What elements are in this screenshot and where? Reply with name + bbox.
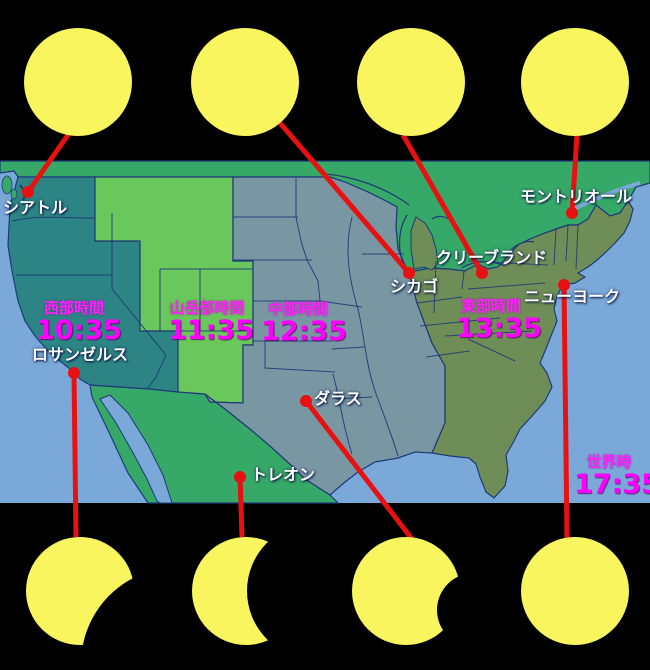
timezone-central: 中部時間 12:35	[261, 300, 347, 347]
line-montreal	[569, 134, 580, 214]
city-label-new-york: ニューヨーク	[524, 287, 621, 306]
timezone-eastern: 東部時間 13:35	[456, 297, 542, 344]
sun-disk	[352, 537, 460, 645]
sun-full-top-4-icon	[521, 28, 629, 136]
line-torreon	[237, 476, 245, 538]
dot-los-angeles	[68, 367, 80, 379]
dot-new-york	[558, 279, 570, 291]
sun-full-top-2-icon	[191, 28, 299, 136]
eclipse-notch-dallas-icon	[352, 537, 511, 647]
us-timezone-map	[0, 160, 650, 504]
st-lawrence-river	[569, 181, 641, 213]
line-new-york	[561, 284, 570, 539]
city-label-dallas: ダラス	[314, 389, 362, 408]
timezone-pacific-time: 10:35	[36, 314, 122, 346]
dot-dallas	[300, 395, 312, 407]
connector-lines	[25, 121, 580, 541]
sun-disks	[24, 28, 629, 670]
city-label-los-angeles: ロサンゼルス	[32, 345, 129, 364]
city-label-torreon: トレオン	[251, 465, 316, 484]
moon-occulter	[247, 523, 383, 659]
central-zone	[204, 176, 446, 496]
eclipse-crescent-torreon-icon	[192, 523, 383, 659]
timezone-universal-name: 世界時	[586, 453, 632, 471]
city-label-cleveland: クリーブランド	[436, 248, 548, 267]
line-chicago	[278, 121, 411, 275]
timezone-universal: 世界時 17:35	[574, 453, 650, 500]
dot-torreon	[234, 471, 246, 483]
city-dots	[22, 186, 578, 483]
dot-montreal	[566, 207, 578, 219]
line-los-angeles	[71, 372, 79, 538]
timezone-universal-time: 17:35	[574, 468, 650, 500]
timezone-mountain-name: 山岳部時間	[169, 299, 245, 317]
sun-full-top-1-icon	[24, 28, 132, 136]
timezone-mountain: 山岳部時間 11:35	[168, 299, 254, 346]
timezone-eastern-time: 13:35	[456, 312, 542, 344]
moon-occulter	[437, 573, 511, 647]
city-label-chicago: シカゴ	[390, 277, 439, 296]
vancouver-island	[1, 175, 13, 195]
line-seattle	[25, 130, 73, 194]
timezone-central-time: 12:35	[261, 315, 347, 347]
dot-chicago	[403, 267, 415, 279]
sun-full-top-3-icon	[357, 28, 465, 136]
state-borders	[11, 177, 579, 457]
city-label-seattle: シアトル	[3, 198, 68, 217]
gulf-of-california	[99, 394, 173, 504]
michigan-state	[410, 216, 439, 271]
line-dallas	[304, 399, 414, 541]
dot-cleveland	[476, 267, 488, 279]
line-cleveland	[400, 133, 485, 275]
dot-seattle	[22, 186, 34, 198]
timezone-pacific: 西部時間 10:35	[36, 299, 122, 346]
coastal-island	[10, 188, 18, 200]
timezone-pacific-name: 西部時間	[43, 299, 104, 317]
city-label-montreal: モントリオール	[520, 187, 633, 206]
timezone-central-name: 中部時間	[267, 300, 328, 318]
sun-full-newyork-icon	[521, 537, 629, 645]
timezone-eastern-name: 東部時間	[460, 297, 521, 315]
timezone-mountain-time: 11:35	[168, 314, 254, 346]
